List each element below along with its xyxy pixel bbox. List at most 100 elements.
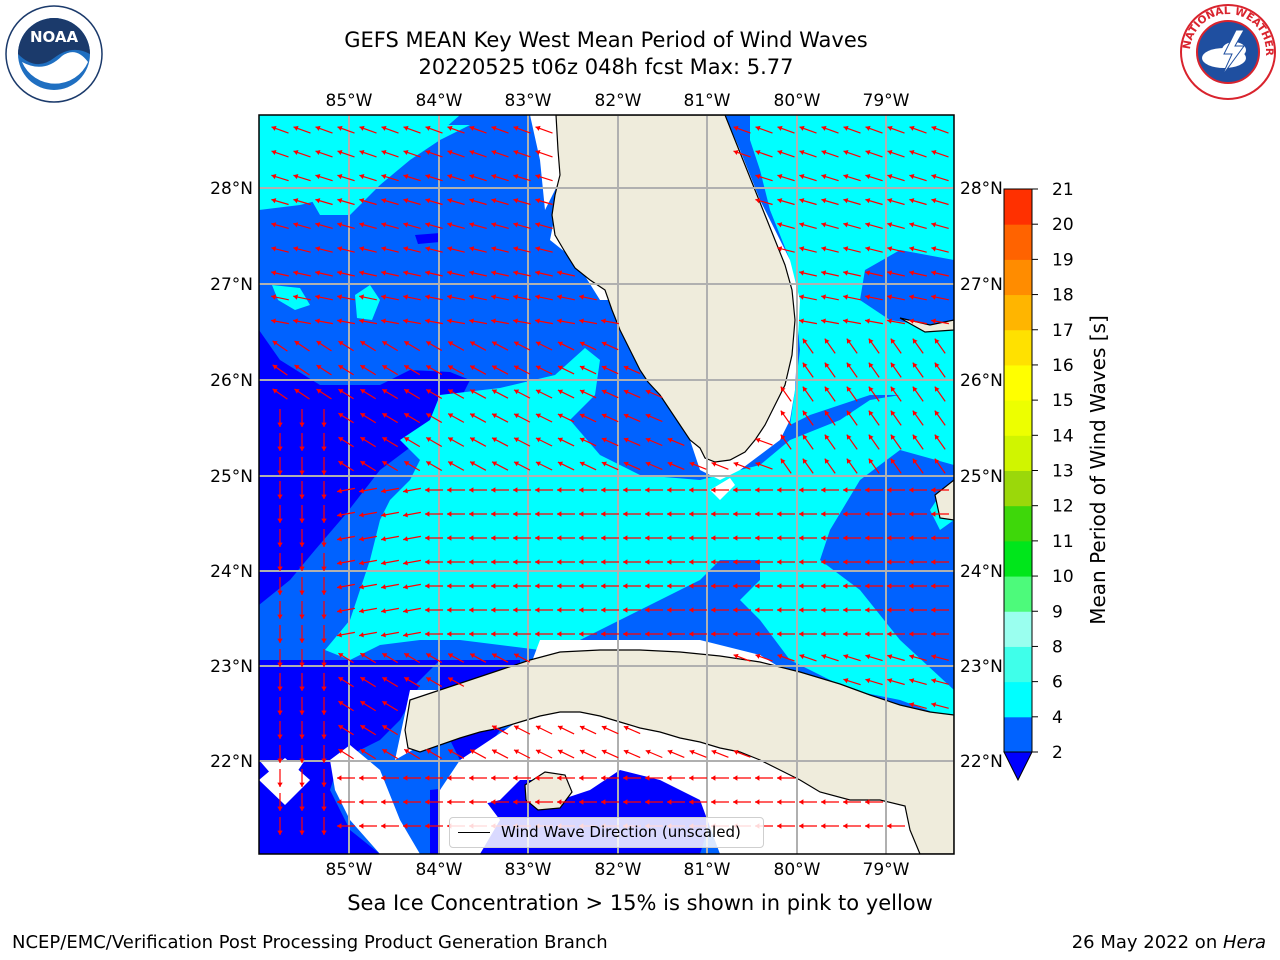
wave-direction-arrowhead [535, 198, 541, 204]
wave-direction-arrowhead [887, 823, 892, 829]
wave-direction-arrowhead [711, 487, 716, 493]
wave-direction-arrowhead [293, 198, 299, 204]
map-area [259, 115, 954, 854]
wave-direction-arrowhead [623, 749, 629, 755]
wave-direction-arrowhead [491, 222, 497, 228]
wave-direction-arrowhead [513, 174, 519, 180]
wave-direction-arrowhead [601, 487, 606, 493]
wave-direction-arrowhead [799, 583, 804, 589]
wave-direction-arrowhead [359, 488, 364, 494]
wave-direction-arrowhead [404, 365, 410, 370]
wave-direction-arrowhead [601, 799, 606, 805]
noaa-logo: NOAA [5, 5, 103, 103]
wave-direction-arrowhead [382, 461, 388, 466]
wave-direction-arrowhead [425, 270, 431, 276]
wave-direction-arrowhead [623, 487, 628, 493]
wave-direction-arrowhead [425, 198, 431, 204]
wave-direction-arrowhead [799, 559, 804, 565]
wave-direction-arrowhead [623, 535, 628, 541]
wave-direction-arrowhead [733, 653, 739, 659]
wave-direction-arrowhead [359, 775, 364, 781]
wave-direction-arrowhead [799, 487, 804, 493]
wave-direction-arrowhead [535, 270, 541, 276]
wave-direction-arrowhead [909, 487, 914, 493]
wave-direction-arrowhead [843, 511, 848, 517]
wave-direction-arrowhead [843, 487, 848, 493]
wave-direction-arrowhead [381, 560, 386, 566]
wave-direction-arrowhead [381, 536, 386, 542]
colorbar-segment [1004, 576, 1032, 612]
wave-direction-arrowhead [909, 125, 915, 131]
wave-direction-arrowhead [689, 535, 694, 541]
wave-direction-arrowhead [447, 294, 452, 300]
wave-direction-arrowhead [381, 775, 386, 781]
wave-direction-arrowhead [623, 583, 628, 589]
wave-direction-arrowhead [535, 222, 541, 228]
wave-direction-arrowhead [865, 487, 870, 493]
wave-direction-arrowhead [360, 749, 366, 754]
wave-direction-arrowhead [843, 678, 849, 684]
wave-direction-arrowhead [271, 174, 277, 180]
wave-direction-arrowhead [381, 608, 386, 614]
wave-direction-arrowhead [887, 246, 893, 252]
wave-direction-arrowhead [491, 607, 496, 613]
wave-direction-arrowhead [491, 583, 496, 589]
wave-direction-arrowhead [321, 518, 327, 523]
lat-tick-right: 27°N [960, 275, 1003, 295]
wave-direction-arrowhead [447, 535, 452, 541]
wave-direction-arrowhead [799, 222, 805, 228]
wave-direction-arrowhead [868, 386, 874, 392]
wave-direction-arrowhead [470, 341, 476, 347]
wave-direction-arrowhead [469, 222, 475, 228]
wave-direction-arrowhead [491, 270, 497, 276]
wave-direction-arrowhead [337, 775, 342, 781]
wave-direction-arrowhead [557, 487, 562, 493]
wave-direction-arrowhead [359, 512, 364, 518]
wave-direction-arrowhead [711, 511, 716, 517]
wave-direction-arrowhead [623, 365, 629, 371]
wave-direction-arrowhead [315, 294, 320, 300]
wave-direction-arrowhead [381, 125, 387, 131]
wave-direction-arrowhead [382, 725, 388, 730]
wave-direction-arrowhead [360, 461, 366, 466]
wave-direction-arrowhead [403, 823, 408, 829]
wave-direction-arrowhead [711, 775, 716, 781]
wave-direction-arrowhead [277, 542, 283, 547]
wave-direction-arrowhead [912, 410, 918, 416]
wave-direction-arrowhead [711, 535, 716, 541]
bahamas-andros [934, 479, 954, 521]
map-legend: Wind Wave Direction (unscaled) [449, 817, 764, 848]
wave-direction-arrowhead [601, 583, 606, 589]
wave-direction-arrowhead [711, 461, 717, 467]
wave-direction-arrowhead [557, 365, 563, 371]
wave-direction-arrowhead [338, 461, 344, 466]
wave-direction-arrowhead [337, 512, 342, 518]
wave-direction-arrowhead [360, 365, 366, 370]
wave-direction-arrowhead [623, 461, 629, 467]
wave-direction-arrowhead [799, 631, 804, 637]
wave-direction-arrowhead [733, 631, 738, 637]
wave-direction-arrowhead [491, 559, 496, 565]
wave-direction-arrowhead [601, 413, 607, 419]
wave-direction-arrowhead [404, 413, 410, 418]
wave-direction-arrowhead [865, 631, 870, 637]
wave-direction-arrowhead [557, 294, 562, 300]
wave-direction-arrowhead [337, 150, 343, 155]
lat-tick-right: 23°N [960, 657, 1003, 677]
footer-host: Hera [1222, 932, 1266, 953]
wave-direction-arrowhead [469, 125, 475, 131]
wave-direction-arrowhead [271, 246, 277, 252]
colorbar-segment [1004, 505, 1032, 542]
wave-direction-arrowhead [601, 607, 606, 613]
wave-direction-arrowhead [403, 536, 408, 542]
wave-direction-arrowhead [755, 437, 761, 443]
wave-direction-arrowhead [799, 607, 804, 613]
wave-direction-arrowhead [931, 487, 936, 493]
wave-direction-arrowhead [403, 294, 408, 300]
wave-direction-arrowhead [425, 511, 430, 517]
wave-direction-arrowhead [321, 710, 327, 715]
wave-direction-arrowhead [909, 174, 915, 180]
wave-direction-arrowhead [470, 461, 476, 467]
wave-direction-arrowhead [491, 535, 496, 541]
